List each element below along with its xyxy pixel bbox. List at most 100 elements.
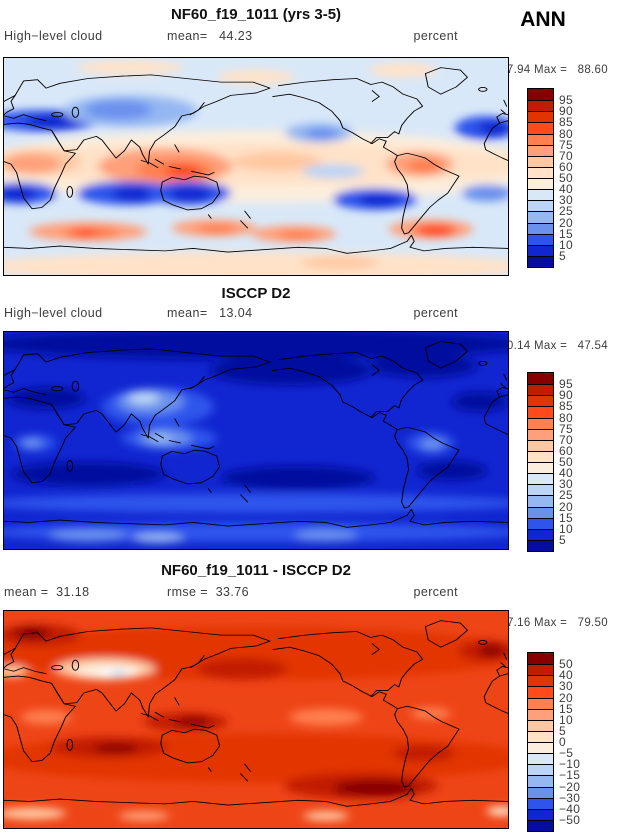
mean-stat: mean= 44.23 — [167, 29, 253, 43]
colorbar-segment — [528, 100, 553, 112]
colorbar-tick-label: 0 — [559, 735, 566, 749]
map-model — [3, 57, 509, 276]
mean-stat: mean = 31.18 — [4, 585, 90, 599]
colorbar-tick-label: 70 — [559, 432, 573, 447]
map-difference-canvas — [4, 611, 508, 828]
rmse-stat: rmse = 33.76 — [167, 585, 249, 599]
colorbar-segment — [528, 211, 553, 223]
colorbar-segment — [528, 144, 553, 156]
mean-stat: mean= 13.04 — [167, 306, 253, 320]
colorbar-tick-label: 50 — [559, 455, 573, 469]
colorbar-tick-label: 85 — [559, 399, 573, 414]
colorbar-tick-label: 75 — [559, 421, 573, 436]
colorbar-segment — [528, 222, 553, 234]
colorbar-bar — [527, 372, 554, 552]
map-observation — [3, 331, 509, 550]
colorbar-segment — [528, 686, 553, 698]
colorbar-tick-label: −40 — [559, 801, 581, 816]
colorbar-tick-label: 40 — [559, 182, 573, 197]
colorbar-obs: 95 90 85 80 75 70 60 50 40 30 25 20 15 10 5 — [527, 372, 637, 552]
colorbar-tick-label: 40 — [559, 466, 573, 481]
colorbar-tick-label: 85 — [559, 115, 573, 130]
colorbar-tick-label: 15 — [559, 701, 573, 716]
colorbar-tick-label: 20 — [559, 215, 573, 230]
colorbar-segment — [528, 775, 553, 787]
colorbar-tick-label: 20 — [559, 690, 573, 705]
colorbar-tick-label: 15 — [559, 226, 573, 241]
colorbar-segment — [528, 808, 553, 820]
colorbar-tick-label: 95 — [559, 377, 573, 392]
colorbar-segment — [528, 730, 553, 742]
colorbar-segment — [528, 89, 553, 101]
colorbar-segment — [528, 473, 553, 485]
colorbar-segment — [528, 133, 553, 145]
colorbar-tick-label: 10 — [559, 521, 573, 536]
colorbar-tick-label: 5 — [559, 723, 566, 738]
colorbar-tick-label: 30 — [559, 679, 573, 694]
colorbar-segment — [528, 111, 553, 123]
colorbar-model: 95 90 85 80 75 70 60 50 40 30 25 20 15 10 5 — [527, 88, 637, 268]
colorbar-tick-label: 60 — [559, 159, 573, 174]
colorbar-tick-label: 60 — [559, 443, 573, 458]
colorbar-segment — [528, 417, 553, 429]
variable-label: High−level cloud — [4, 306, 103, 320]
colorbar-segment — [528, 406, 553, 418]
colorbar-tick-label: 50 — [559, 657, 573, 672]
model-contour-field — [4, 60, 508, 275]
colorbar-tick-label: 50 — [559, 171, 573, 185]
colorbar-tick-label: 5 — [559, 532, 566, 547]
colorbar-tick-label: 75 — [559, 137, 573, 152]
colorbar-tick-label: 90 — [559, 388, 573, 403]
units-label: percent — [413, 29, 458, 43]
colorbar-tick-label: 30 — [559, 477, 573, 492]
panel-title-obs: ISCCP D2 — [221, 285, 291, 302]
colorbar-segment — [528, 528, 553, 540]
colorbar-segment — [528, 200, 553, 212]
colorbar-segment — [528, 819, 553, 831]
colorbar-segment — [528, 373, 553, 385]
colorbar-segment — [528, 255, 553, 267]
colorbar-segment — [528, 797, 553, 809]
colorbar-segment — [528, 450, 553, 462]
colorbar-segment — [528, 495, 553, 507]
panel-title-diff: NF60_f19_1011 - ISCCP D2 — [161, 562, 351, 579]
colorbar-tick-label: −5 — [559, 746, 574, 761]
diff-contour-field — [4, 624, 508, 821]
colorbar-segment — [528, 384, 553, 396]
units-label: percent — [413, 585, 458, 599]
colorbar-tick-label: 90 — [559, 104, 573, 119]
colorbar-tick-label: −15 — [559, 768, 581, 783]
colorbar-segment — [528, 708, 553, 720]
colorbar-tick-label: 40 — [559, 668, 573, 683]
variable-label: High−level cloud — [4, 29, 103, 43]
colorbar-tick-label: 25 — [559, 204, 573, 219]
colorbar-bar — [527, 652, 554, 832]
colorbar-segment — [528, 742, 553, 754]
colorbar-tick-label: 70 — [559, 148, 573, 163]
map-difference — [3, 610, 509, 829]
map-model-canvas — [4, 58, 508, 275]
colorbar-segment — [528, 233, 553, 245]
colorbar-tick-label: 10 — [559, 712, 573, 727]
colorbar-diff: 50 40 30 20 15 10 5 0 −5 −10 −15 −20 −30 −40 −50 — [527, 652, 637, 832]
colorbar-segment — [528, 506, 553, 518]
colorbar-bar — [527, 88, 554, 268]
colorbar-segment — [528, 189, 553, 201]
colorbar-segment — [528, 764, 553, 776]
colorbar-tick-label: −20 — [559, 779, 581, 794]
colorbar-tick-label: 15 — [559, 510, 573, 525]
colorbar-segment — [528, 664, 553, 676]
colorbar-tick-label: −10 — [559, 757, 581, 772]
units-label: percent — [413, 306, 458, 320]
colorbar-segment — [528, 697, 553, 709]
colorbar-segment — [528, 395, 553, 407]
colorbar-tick-label: 30 — [559, 193, 573, 208]
colorbar-segment — [528, 675, 553, 687]
colorbar-tick-label: 20 — [559, 499, 573, 514]
colorbar-segment — [528, 155, 553, 167]
colorbar-segment — [528, 244, 553, 256]
colorbar-segment — [528, 653, 553, 665]
season-label: ANN — [520, 8, 566, 31]
colorbar-segment — [528, 439, 553, 451]
